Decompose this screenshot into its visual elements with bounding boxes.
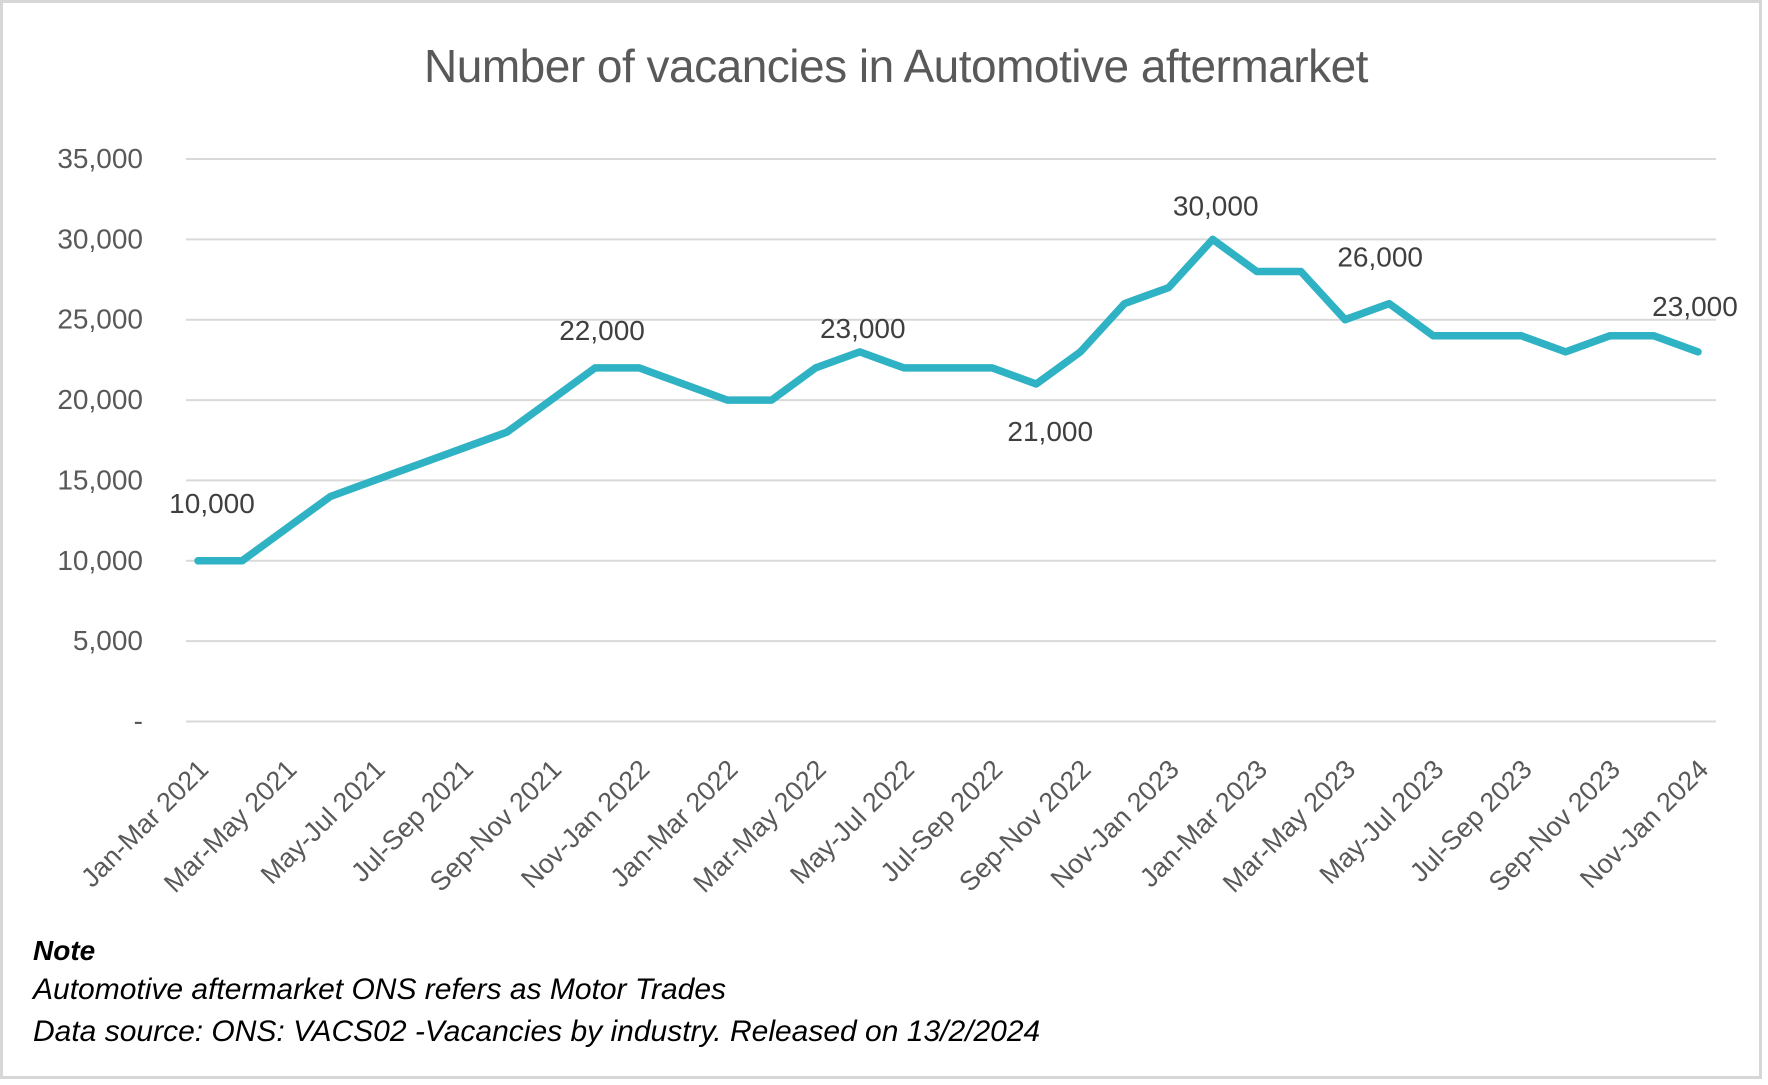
y-axis-labels: 35,000 30,000 25,000 20,000 15,000 10,000 5,00… — [57, 143, 143, 737]
y-axis-tick-label: 15,000 — [57, 464, 143, 495]
data-label: 22,000 — [559, 315, 645, 346]
y-axis-tick-label: 35,000 — [57, 143, 143, 174]
y-axis-tick-label: 10,000 — [57, 545, 143, 576]
note-line-1: Automotive aftermarket ONS refers as Mot… — [33, 973, 727, 1006]
data-label-group: 10,000 22,000 23,000 21,000 30,000 26,000 23,0… — [169, 190, 1738, 518]
gridline-group — [186, 158, 1716, 723]
data-label: 30,000 — [1173, 190, 1259, 221]
data-label: 26,000 — [1337, 242, 1423, 273]
vacancies-line-chart: 35,000 30,000 25,000 20,000 15,000 10,000 5,00… — [57, 143, 1738, 898]
y-axis-tick-label: 25,000 — [57, 304, 143, 335]
vacancies-line-series — [194, 235, 1702, 565]
note-block: Note Automotive aftermarket ONS refers a… — [33, 933, 1040, 1053]
data-label: 21,000 — [1007, 416, 1093, 447]
note-heading: Note — [33, 935, 96, 966]
note-line-2: Data source: ONS: VACS02 -Vacancies by i… — [33, 1015, 1041, 1048]
y-axis-tick-label: 30,000 — [57, 223, 143, 254]
data-label: 10,000 — [169, 488, 255, 519]
y-axis-tick-label: 5,000 — [73, 625, 143, 656]
chart-title: Number of vacancies in Automotive afterm… — [424, 40, 1368, 92]
series-group — [194, 235, 1702, 565]
y-axis-tick-label: - — [134, 706, 143, 737]
data-label: 23,000 — [1652, 291, 1738, 322]
y-axis-tick-label: 20,000 — [57, 384, 143, 415]
data-label: 23,000 — [820, 313, 906, 344]
